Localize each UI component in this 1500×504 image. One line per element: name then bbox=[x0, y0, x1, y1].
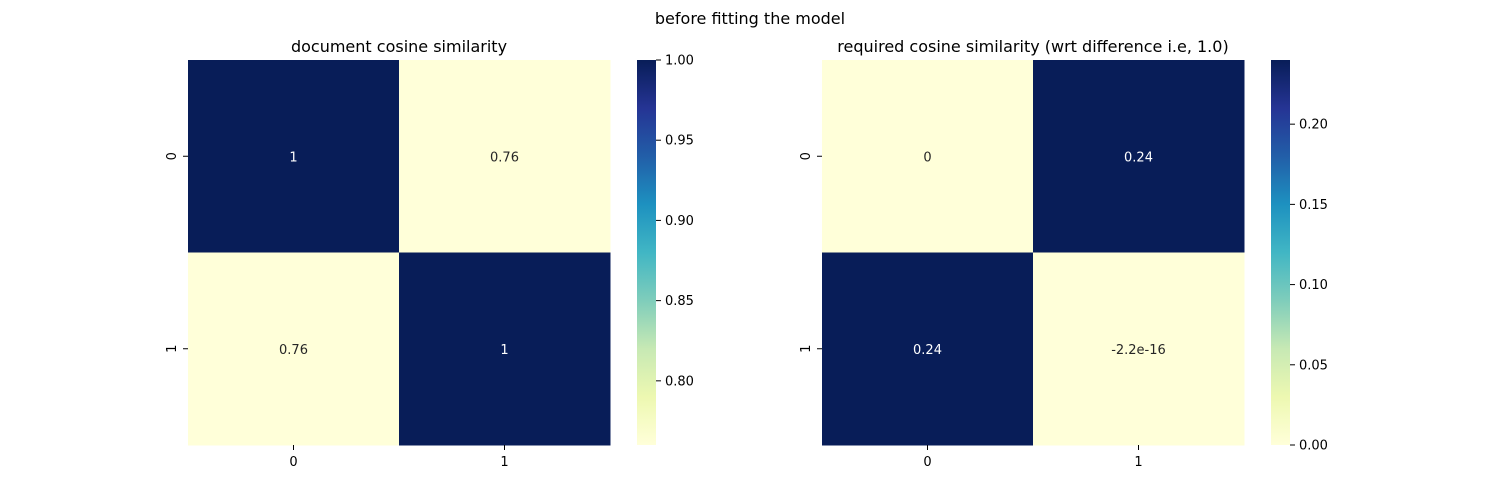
x-tick-label: 0 bbox=[923, 455, 931, 470]
colorbar-tick-label: 0.05 bbox=[1299, 358, 1328, 373]
colorbar-tick-label: 0.80 bbox=[665, 374, 694, 389]
heatmap-cell bbox=[188, 252, 400, 446]
heatmap-title: document cosine similarity bbox=[291, 37, 507, 56]
colorbar-tick-label: 0.95 bbox=[665, 134, 694, 149]
heatmap-panel-1: required cosine similarity (wrt differen… bbox=[799, 37, 1328, 470]
cell-annotation: 0.24 bbox=[913, 343, 942, 358]
colorbar-tick-label: 0.00 bbox=[1299, 439, 1328, 454]
x-tick-label: 1 bbox=[1134, 455, 1142, 470]
heatmap-cell bbox=[399, 252, 611, 446]
colorbar-tick-label: 0.85 bbox=[665, 294, 694, 309]
cell-annotation: 0.76 bbox=[490, 150, 519, 165]
colorbar-tick-label: 0.10 bbox=[1299, 278, 1328, 293]
heatmap-cell bbox=[822, 252, 1034, 446]
cell-annotation: 0.76 bbox=[279, 343, 308, 358]
colorbar-tick-label: 1.00 bbox=[665, 54, 694, 69]
cell-annotation: 0.24 bbox=[1124, 150, 1153, 165]
y-tick-label: 1 bbox=[799, 345, 814, 353]
colorbar-tick-label: 0.20 bbox=[1299, 118, 1328, 133]
y-tick-label: 0 bbox=[799, 152, 814, 160]
heatmap-title: required cosine similarity (wrt differen… bbox=[837, 37, 1228, 56]
cell-annotation: 0 bbox=[923, 150, 931, 165]
figure-suptitle: before fitting the model bbox=[655, 9, 845, 28]
colorbar bbox=[637, 60, 656, 445]
cell-annotation: 1 bbox=[500, 343, 508, 358]
heatmap-panel-0: document cosine similarity 1 0.76 0.76 1 0 1 0 1… bbox=[165, 37, 694, 470]
heatmap-cell bbox=[399, 60, 611, 253]
y-tick-label: 1 bbox=[165, 345, 180, 353]
heatmap-cell bbox=[188, 60, 400, 253]
x-tick-label: 0 bbox=[289, 455, 297, 470]
heatmap-cell bbox=[822, 60, 1034, 253]
colorbar bbox=[1271, 60, 1290, 445]
heatmap-cell bbox=[1033, 252, 1245, 446]
heatmap-cell bbox=[1033, 60, 1245, 253]
cell-annotation: 1 bbox=[289, 150, 297, 165]
x-tick-label: 1 bbox=[500, 455, 508, 470]
y-tick-label: 0 bbox=[165, 152, 180, 160]
colorbar-tick-label: 0.15 bbox=[1299, 198, 1328, 213]
colorbar-tick-label: 0.90 bbox=[665, 214, 694, 229]
cell-annotation: -2.2e-16 bbox=[1111, 343, 1166, 358]
